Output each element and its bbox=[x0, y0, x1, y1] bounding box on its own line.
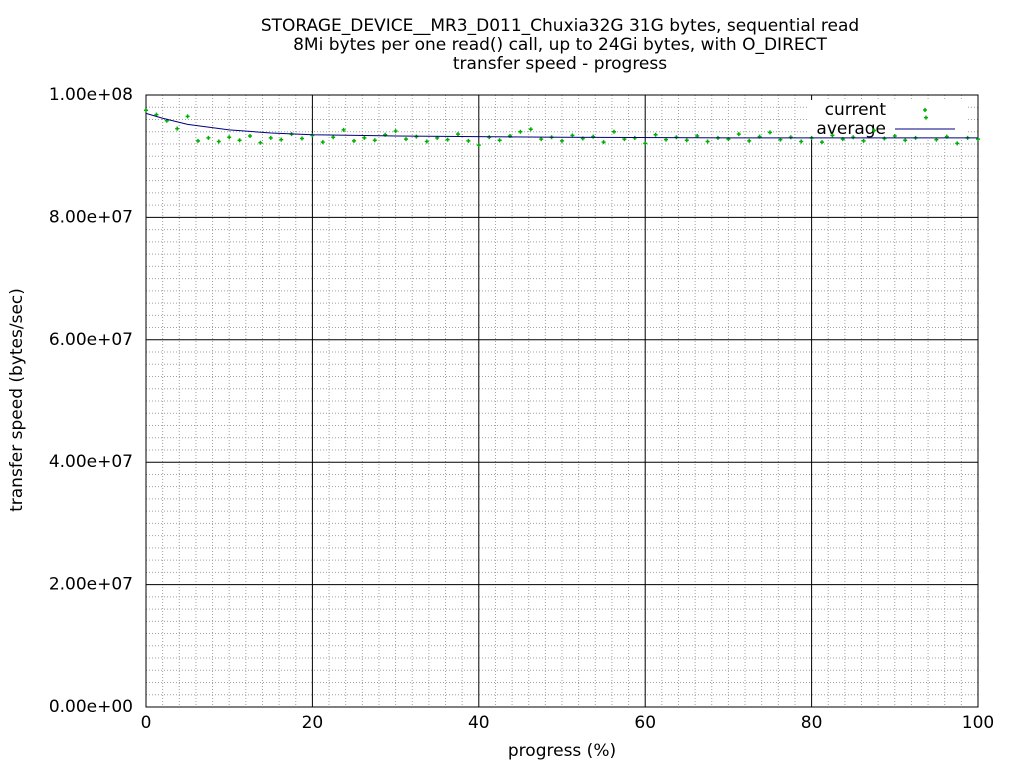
data-point bbox=[393, 129, 398, 134]
legend-swatch bbox=[923, 108, 927, 112]
data-point bbox=[705, 139, 710, 144]
data-point bbox=[175, 126, 180, 131]
data-point bbox=[185, 114, 190, 119]
data-point bbox=[903, 138, 908, 143]
x-tick-label: 60 bbox=[634, 713, 656, 733]
data-point bbox=[456, 132, 460, 137]
data-point bbox=[788, 135, 793, 140]
data-point bbox=[872, 128, 876, 133]
data-point bbox=[206, 135, 211, 140]
data-point bbox=[476, 143, 481, 148]
data-point bbox=[528, 127, 533, 132]
data-point bbox=[830, 133, 835, 138]
x-tick-label: 80 bbox=[801, 713, 823, 733]
data-point bbox=[144, 108, 148, 113]
data-point bbox=[268, 135, 273, 140]
chart-title: transfer speed - progress bbox=[453, 54, 667, 74]
data-point bbox=[924, 115, 928, 120]
data-point bbox=[820, 140, 824, 145]
data-point bbox=[955, 141, 960, 146]
data-point bbox=[248, 134, 252, 139]
data-point bbox=[799, 139, 804, 144]
data-point bbox=[539, 137, 544, 142]
data-point bbox=[279, 137, 284, 142]
x-tick-label: 40 bbox=[468, 713, 490, 733]
data-point bbox=[778, 137, 783, 142]
x-tick-label: 0 bbox=[141, 713, 152, 733]
data-point bbox=[591, 134, 596, 139]
y-tick-label: 8.00e+07 bbox=[49, 207, 133, 227]
data-point bbox=[445, 137, 450, 142]
data-point bbox=[851, 135, 856, 140]
data-point bbox=[861, 138, 866, 143]
data-point bbox=[237, 138, 242, 143]
data-point bbox=[372, 138, 377, 143]
data-point bbox=[653, 132, 658, 137]
x-axis-label: progress (%) bbox=[508, 741, 616, 761]
data-point bbox=[310, 133, 315, 138]
data-point bbox=[424, 139, 429, 144]
x-tick-label: 100 bbox=[962, 713, 994, 733]
data-point bbox=[466, 138, 471, 143]
data-point bbox=[487, 135, 492, 140]
y-tick-label: 2.00e+07 bbox=[49, 575, 133, 595]
data-point bbox=[664, 137, 668, 142]
data-point bbox=[216, 139, 221, 144]
y-tick-label: 4.00e+07 bbox=[49, 452, 133, 472]
chart-title: STORAGE_DEVICE__MR3_D011_Chuxia32G 31G b… bbox=[261, 16, 859, 36]
data-point bbox=[560, 138, 564, 143]
data-point bbox=[196, 138, 200, 143]
y-tick-label: 6.00e+07 bbox=[49, 330, 133, 350]
data-point bbox=[892, 134, 897, 139]
data-point bbox=[258, 140, 263, 145]
y-tick-label: 0.00e+00 bbox=[49, 697, 133, 717]
data-point bbox=[497, 138, 502, 143]
legend-label: current bbox=[825, 100, 887, 120]
data-point bbox=[300, 136, 304, 141]
data-point bbox=[684, 138, 689, 143]
data-point bbox=[768, 130, 772, 135]
data-point bbox=[362, 135, 367, 140]
data-point bbox=[320, 140, 325, 145]
chart-title: 8Mi bytes per one read() call, up to 24G… bbox=[293, 35, 827, 55]
data-point bbox=[882, 136, 887, 141]
y-axis-label: transfer speed (bytes/sec) bbox=[7, 288, 27, 512]
data-point bbox=[331, 135, 336, 140]
data-point bbox=[341, 127, 346, 132]
x-tick-label: 20 bbox=[302, 713, 324, 733]
data-point bbox=[518, 129, 523, 134]
y-tick-label: 1.00e+08 bbox=[49, 85, 133, 105]
data-point bbox=[404, 137, 408, 142]
data-point bbox=[736, 132, 741, 137]
plot-border bbox=[145, 94, 979, 708]
legend-background bbox=[808, 100, 966, 140]
data-point bbox=[570, 133, 575, 138]
data-point bbox=[612, 129, 616, 134]
data-point bbox=[747, 138, 752, 143]
data-point bbox=[601, 140, 606, 145]
average-line bbox=[145, 112, 978, 139]
data-point bbox=[934, 137, 939, 142]
data-point bbox=[643, 141, 648, 146]
data-point bbox=[352, 138, 356, 143]
legend-label: average bbox=[816, 119, 886, 139]
data-point bbox=[227, 135, 232, 140]
data-point bbox=[508, 134, 512, 139]
